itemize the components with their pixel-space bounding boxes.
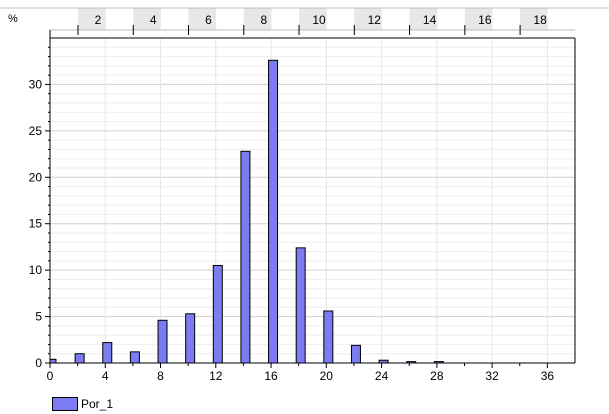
x-tick-label: 8 — [157, 369, 164, 383]
x-tick-label: 32 — [485, 369, 499, 383]
top-tick-label: 6 — [205, 13, 212, 27]
top-tick-label: 10 — [312, 13, 326, 27]
top-band-stripe — [188, 8, 217, 30]
top-band-stripe — [354, 8, 382, 30]
bar — [350, 344, 361, 364]
x-tick-label: 28 — [430, 369, 444, 383]
y-tick-label: 5 — [35, 310, 42, 324]
top-tick-label: 14 — [423, 13, 437, 27]
top-axis-band — [0, 0, 609, 36]
top-tick-label: 2 — [95, 13, 102, 27]
x-tick-label: 20 — [320, 369, 334, 383]
top-tick-label: 18 — [533, 13, 547, 27]
bar — [74, 353, 85, 364]
y-tick-label: 25 — [29, 124, 43, 138]
legend-swatch — [52, 397, 78, 411]
x-axis-ticks: 0 4 8 12 16 20 24 28 32 36 — [47, 363, 555, 383]
top-band-stripe — [299, 8, 327, 30]
top-tick-label: 8 — [260, 13, 267, 27]
bar — [240, 150, 251, 364]
x-tick-label: 24 — [375, 369, 389, 383]
top-tick-label: 4 — [150, 13, 157, 27]
top-band-stripe — [133, 8, 161, 30]
grid-lines — [50, 37, 575, 363]
top-band-stripe — [409, 8, 438, 30]
x-tick-label: 36 — [541, 369, 555, 383]
bar — [49, 358, 57, 364]
top-band-stripe — [243, 8, 272, 30]
x-tick-label: 12 — [209, 369, 223, 383]
bar — [323, 310, 334, 364]
y-tick-label: 30 — [29, 77, 43, 91]
bars-group — [49, 59, 444, 364]
legend: Por_1 — [52, 396, 113, 412]
y-tick-label: 15 — [29, 217, 43, 231]
bar — [102, 342, 113, 364]
top-tick-label: 16 — [478, 13, 492, 27]
bar — [212, 265, 223, 364]
x-tick-label: 16 — [264, 369, 278, 383]
top-band-stripe — [520, 8, 548, 30]
top-band-stripe — [464, 8, 493, 30]
bar — [295, 247, 306, 364]
y-axis-unit-label: % — [8, 13, 18, 25]
y-tick-label: 20 — [29, 170, 43, 184]
top-band-stripe — [78, 8, 106, 30]
y-tick-label: 10 — [29, 263, 43, 277]
axes-group — [49, 30, 576, 364]
legend-label: Por_1 — [81, 397, 114, 411]
bar — [185, 313, 196, 364]
top-tick-label: 12 — [368, 13, 382, 27]
bar — [268, 59, 279, 364]
top-axis-ticks: 2 4 6 8 10 12 14 16 18 — [77, 13, 547, 35]
y-tick-label: 0 — [35, 356, 42, 370]
y-axis-ticks: 0 5 10 15 20 25 30 — [29, 46, 50, 370]
x-tick-label: 0 — [47, 369, 54, 383]
bar — [129, 351, 140, 364]
x-tick-label: 4 — [102, 369, 109, 383]
bar — [157, 319, 168, 364]
